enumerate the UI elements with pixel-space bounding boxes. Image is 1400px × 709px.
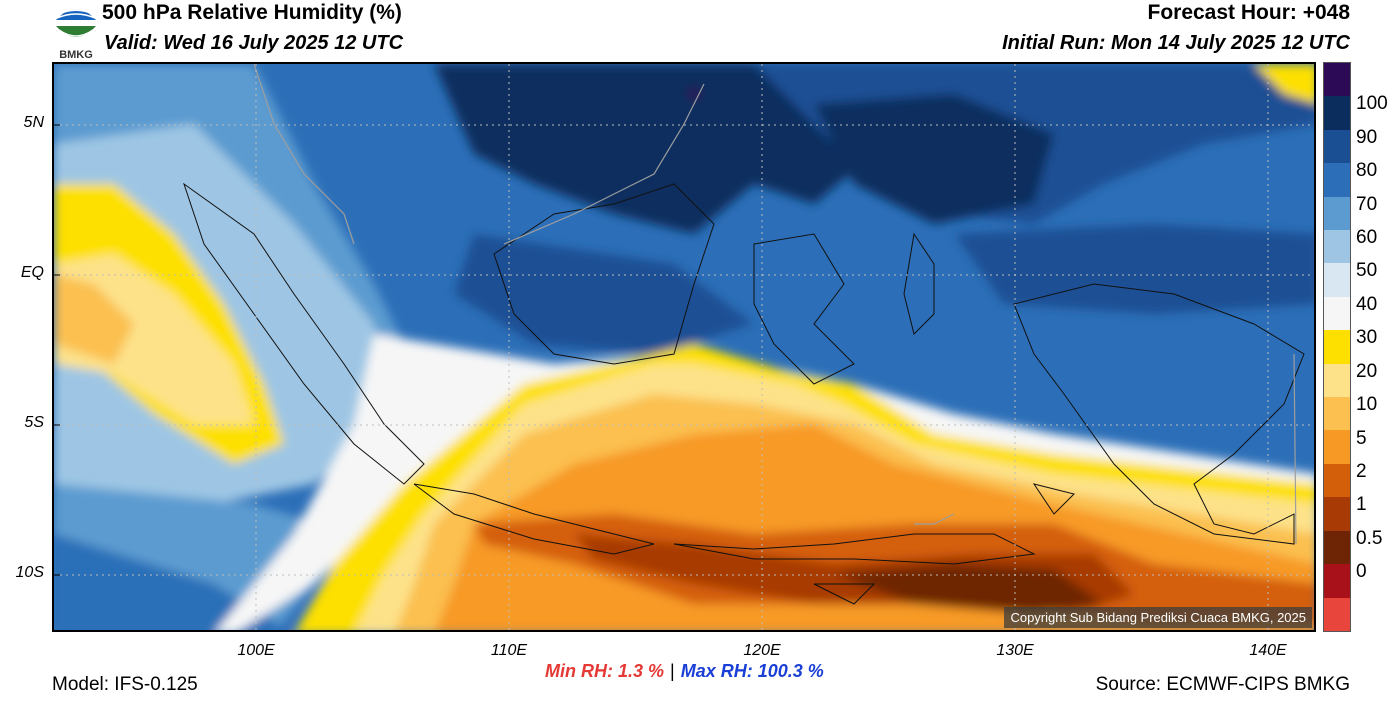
colorbar — [1323, 62, 1351, 632]
min-rh: Min RH: 1.3 % — [545, 661, 665, 681]
colorbar-segment — [1324, 163, 1350, 197]
valid-time: Valid: Wed 16 July 2025 12 UTC — [104, 32, 404, 54]
max-rh: Max RH: 100.3 % — [680, 661, 824, 681]
lat-label-10s: 10S — [15, 564, 44, 581]
colorbar-label: 0.5 — [1356, 527, 1383, 549]
lon-label-110e: 110E — [490, 642, 528, 659]
colorbar-label: 0 — [1356, 561, 1367, 583]
colorbar-segment — [1324, 597, 1350, 631]
colorbar-segment — [1324, 63, 1350, 97]
rh-stats: Min RH: 1.3 % | Max RH: 100.3 % — [545, 661, 824, 682]
colorbar-label: 50 — [1356, 260, 1378, 282]
lon-label-140e: 140E — [1249, 642, 1287, 659]
colorbar-segment — [1324, 129, 1350, 164]
svg-text:BMKG: BMKG — [59, 49, 93, 60]
stats-separator: | — [670, 661, 675, 681]
lat-label-5s: 5S — [24, 414, 44, 431]
page-title: 500 hPa Relative Humidity (%) — [102, 1, 402, 24]
bmkg-logo: BMKG — [52, 2, 100, 61]
colorbar-label: 1 — [1356, 494, 1367, 516]
source-label: Source: ECMWF-CIPS BMKG — [1095, 674, 1350, 695]
colorbar-segment — [1324, 263, 1350, 297]
colorbar-label: 100 — [1356, 93, 1388, 115]
colorbar-segment — [1324, 497, 1350, 531]
lon-label-130e: 130E — [996, 642, 1034, 659]
colorbar-segment — [1324, 397, 1350, 431]
colorbar-segment — [1324, 463, 1350, 498]
colorbar-segment — [1324, 96, 1350, 130]
colorbar-label: 30 — [1356, 327, 1378, 349]
colorbar-label: 80 — [1356, 160, 1378, 182]
colorbar-label: 2 — [1356, 460, 1367, 482]
map-canvas — [54, 64, 1314, 630]
lat-label-eq: EQ — [20, 264, 44, 281]
colorbar-label: 60 — [1356, 227, 1378, 249]
colorbar-segment — [1324, 430, 1350, 464]
colorbar-label: 20 — [1356, 360, 1378, 382]
colorbar-label: 70 — [1356, 193, 1378, 215]
colorbar-segment — [1324, 363, 1350, 398]
lon-label-120e: 120E — [743, 642, 781, 659]
copyright-note: Copyright Sub Bidang Prediksi Cuaca BMKG… — [1004, 607, 1312, 628]
colorbar-segment — [1324, 196, 1350, 231]
colorbar-segment — [1324, 230, 1350, 264]
colorbar-label: 90 — [1356, 126, 1378, 148]
lon-label-100e: 100E — [237, 642, 275, 659]
colorbar-label: 40 — [1356, 293, 1378, 315]
colorbar-segment — [1324, 530, 1350, 565]
colorbar-label: 10 — [1356, 394, 1378, 416]
initial-run: Initial Run: Mon 14 July 2025 12 UTC — [1002, 32, 1350, 54]
humidity-map: Copyright Sub Bidang Prediksi Cuaca BMKG… — [52, 62, 1316, 632]
colorbar-segment — [1324, 296, 1350, 331]
colorbar-label: 5 — [1356, 427, 1367, 449]
colorbar-segment — [1324, 564, 1350, 598]
lat-label-5n: 5N — [23, 114, 44, 131]
forecast-hour: Forecast Hour: +048 — [1147, 1, 1351, 24]
colorbar-segment — [1324, 330, 1350, 364]
model-label: Model: IFS-0.125 — [52, 674, 198, 695]
